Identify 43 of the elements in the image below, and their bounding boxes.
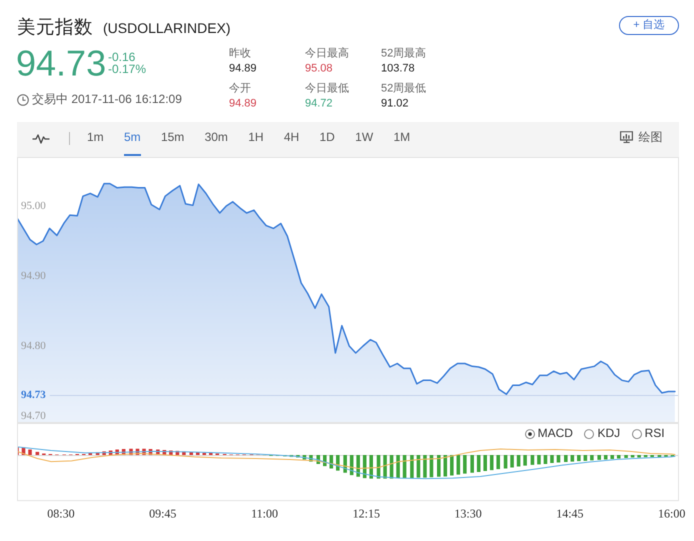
text: 今开 — [229, 82, 251, 96]
text: 91.02 — [381, 98, 409, 110]
text: 1H — [248, 130, 264, 144]
x-tick-label: 13:30 — [454, 506, 482, 520]
x-tick-label: 14:45 — [556, 506, 584, 520]
text: -0.17% — [108, 62, 146, 76]
text: 1D — [320, 130, 335, 144]
text: -0.16 — [108, 50, 136, 64]
text: 1m — [87, 130, 104, 144]
text: MACD — [538, 426, 573, 441]
text: 94.89 — [229, 62, 257, 75]
text: 15m — [160, 130, 184, 144]
text: 1M — [393, 130, 410, 144]
text: 今日最低 — [305, 82, 349, 96]
y-tick-label: 94.90 — [21, 270, 46, 282]
text: 今日最高 — [305, 48, 349, 60]
text: 昨收 — [229, 48, 251, 60]
x-tick-label: 16:00 — [658, 506, 686, 520]
text: 美元指数 — [17, 15, 93, 38]
text: 4H — [284, 130, 300, 144]
y-tick-label: 94.80 — [21, 340, 46, 352]
text: (USDOLLARINDEX) — [103, 19, 231, 36]
ref-line-label: 94.73 — [21, 388, 46, 401]
text: 95.08 — [305, 62, 333, 75]
text: 交易中 2017-11-06 16:12:09 — [32, 92, 182, 107]
x-tick-label: 08:30 — [47, 506, 75, 520]
x-tick-label: 12:15 — [352, 506, 380, 520]
text: 5m — [124, 130, 141, 144]
text: 52周最高 — [381, 48, 426, 60]
text: RSI — [644, 426, 665, 441]
y-tick-label: 94.70 — [21, 410, 46, 422]
text: 绘图 — [638, 130, 662, 144]
text: 94.89 — [229, 98, 257, 110]
text: 1W — [355, 130, 374, 144]
text: 103.78 — [381, 62, 415, 75]
x-tick-label: 09:45 — [149, 506, 176, 520]
x-tick-label: 11:00 — [251, 506, 278, 520]
text: KDJ — [597, 426, 620, 441]
text: 52周最低 — [381, 82, 426, 96]
text: 30m — [204, 130, 228, 144]
text: 94.73 — [16, 42, 106, 84]
text: 94.72 — [305, 98, 333, 110]
y-tick-label: 95.00 — [21, 200, 46, 212]
